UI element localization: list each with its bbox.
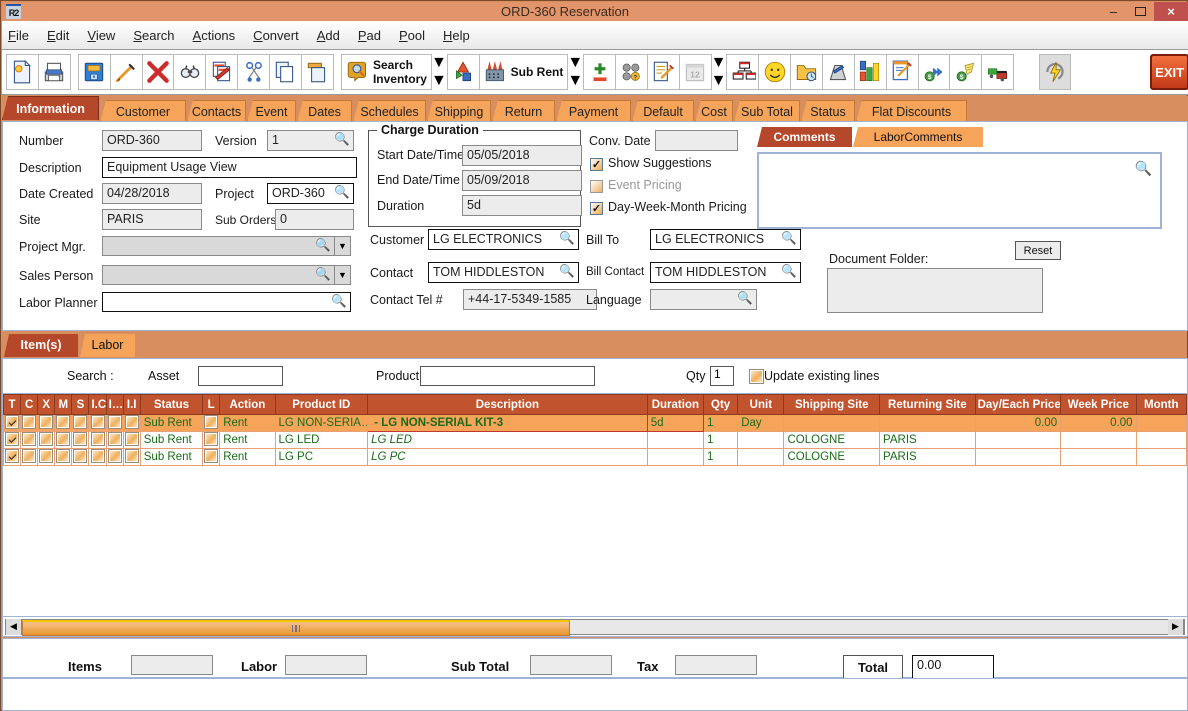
svg-text:$: $ [960, 74, 964, 81]
svg-text:$: $ [928, 74, 932, 81]
svg-text:?: ? [634, 76, 638, 82]
svg-text:12: 12 [690, 69, 700, 79]
